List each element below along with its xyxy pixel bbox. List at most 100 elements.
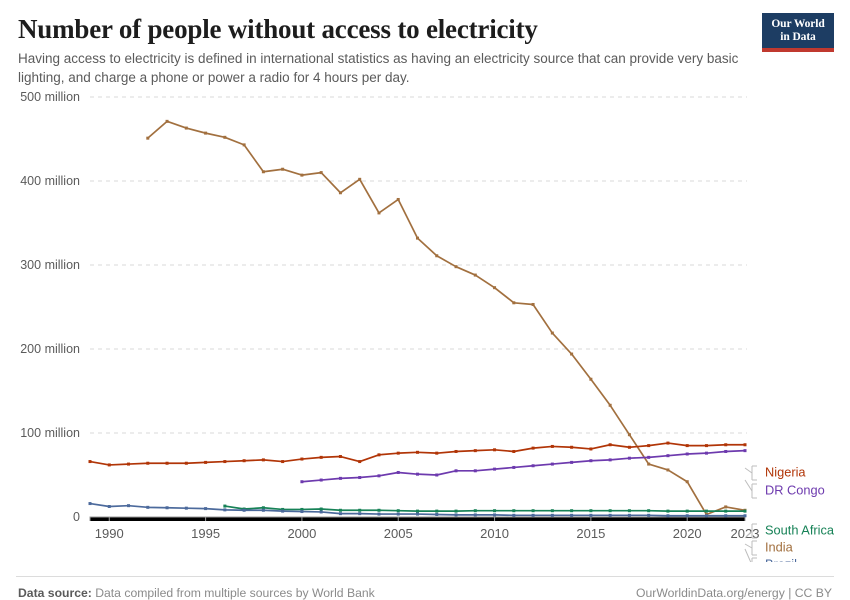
series-point[interactable] <box>319 510 323 514</box>
series-point[interactable] <box>531 514 535 518</box>
series-point[interactable] <box>416 510 419 514</box>
series-point[interactable] <box>300 508 304 512</box>
series-point[interactable] <box>223 505 227 509</box>
series-point[interactable] <box>704 514 708 518</box>
series-point[interactable] <box>666 454 670 458</box>
series-line-india[interactable] <box>146 120 746 516</box>
series-point[interactable] <box>377 453 381 457</box>
series-point[interactable] <box>570 353 574 357</box>
legend-label-dr-congo[interactable]: DR Congo <box>765 483 825 498</box>
series-point[interactable] <box>204 132 208 136</box>
series-point[interactable] <box>300 174 304 178</box>
series-point[interactable] <box>550 445 554 449</box>
series-point[interactable] <box>608 458 612 462</box>
series-point[interactable] <box>146 462 150 466</box>
series-point[interactable] <box>223 460 227 464</box>
series-point[interactable] <box>627 509 631 513</box>
series-point[interactable] <box>338 512 342 516</box>
series-point[interactable] <box>724 505 728 509</box>
series-point[interactable] <box>88 502 92 506</box>
series-point[interactable] <box>531 447 535 451</box>
series-line-dr-congo[interactable] <box>301 450 746 484</box>
series-point[interactable] <box>300 480 304 484</box>
series-point[interactable] <box>647 509 651 513</box>
series-point[interactable] <box>223 136 227 140</box>
series-point[interactable] <box>204 461 208 465</box>
series-point[interactable] <box>589 378 593 382</box>
series-point[interactable] <box>724 443 728 447</box>
series-point[interactable] <box>338 477 342 481</box>
series-point[interactable] <box>724 514 728 518</box>
series-point[interactable] <box>107 505 111 509</box>
series-point[interactable] <box>493 286 497 290</box>
series-point[interactable] <box>377 474 381 478</box>
series-point[interactable] <box>165 120 169 124</box>
series-point[interactable] <box>242 509 246 513</box>
series-point[interactable] <box>242 459 246 463</box>
series-point[interactable] <box>724 450 728 454</box>
series-point[interactable] <box>184 127 188 131</box>
series-point[interactable] <box>261 509 265 513</box>
series-point[interactable] <box>493 513 497 517</box>
series-point[interactable] <box>338 455 342 459</box>
series-point[interactable] <box>647 463 651 467</box>
series-point[interactable] <box>261 506 265 510</box>
series-point[interactable] <box>550 332 554 336</box>
series-point[interactable] <box>396 452 400 456</box>
series-point[interactable] <box>454 450 458 454</box>
legend-label-brazil[interactable]: Brazil <box>765 557 797 563</box>
series-point[interactable] <box>127 504 131 508</box>
series-point[interactable] <box>493 468 497 472</box>
series-point[interactable] <box>319 508 323 512</box>
series-point[interactable] <box>281 460 285 464</box>
series-point[interactable] <box>435 513 439 517</box>
series-point[interactable] <box>589 447 593 451</box>
series-point[interactable] <box>242 143 246 147</box>
series-point[interactable] <box>666 514 670 518</box>
series-point[interactable] <box>223 508 227 512</box>
series-point[interactable] <box>704 444 708 448</box>
series-point[interactable] <box>550 514 554 518</box>
series-point[interactable] <box>570 446 574 450</box>
series-point[interactable] <box>88 460 92 464</box>
series-point[interactable] <box>261 170 265 174</box>
series-point[interactable] <box>531 509 535 513</box>
series-point[interactable] <box>685 514 689 518</box>
series-point[interactable] <box>396 198 400 202</box>
series-point[interactable] <box>589 509 593 513</box>
series-point[interactable] <box>724 510 728 514</box>
series-point[interactable] <box>570 514 574 518</box>
series-point[interactable] <box>300 458 304 462</box>
series-point[interactable] <box>512 466 516 470</box>
series-point[interactable] <box>473 449 477 453</box>
series-point[interactable] <box>184 507 188 511</box>
series-point[interactable] <box>570 509 574 513</box>
series-point[interactable] <box>165 462 169 466</box>
series-point[interactable] <box>473 513 477 517</box>
series-point[interactable] <box>319 479 323 483</box>
series-point[interactable] <box>608 404 612 408</box>
chart-area[interactable]: 0 100 million 200 million 300 million 400 mi… <box>0 87 850 576</box>
series-line-south-africa[interactable] <box>224 505 746 513</box>
series-point[interactable] <box>666 510 670 514</box>
series-point[interactable] <box>396 513 400 517</box>
series-point[interactable] <box>685 444 689 448</box>
series-point[interactable] <box>416 237 419 241</box>
series-point[interactable] <box>627 514 631 518</box>
series-point[interactable] <box>146 506 150 510</box>
series-point[interactable] <box>608 509 612 513</box>
legend-label-india[interactable]: India <box>765 540 794 555</box>
series-point[interactable] <box>550 509 554 513</box>
series-point[interactable] <box>685 452 689 456</box>
series-point[interactable] <box>358 512 362 516</box>
series-point[interactable] <box>358 476 362 480</box>
series-point[interactable] <box>531 464 535 468</box>
series-point[interactable] <box>261 458 265 462</box>
series-point[interactable] <box>184 462 188 466</box>
series-point[interactable] <box>281 510 285 514</box>
series-point[interactable] <box>627 433 631 437</box>
series-point[interactable] <box>493 448 497 452</box>
series-point[interactable] <box>589 514 593 518</box>
series-point[interactable] <box>704 510 708 514</box>
legend-group[interactable]: Nigeria DR Congo South Africa India Brazil <box>744 465 835 563</box>
